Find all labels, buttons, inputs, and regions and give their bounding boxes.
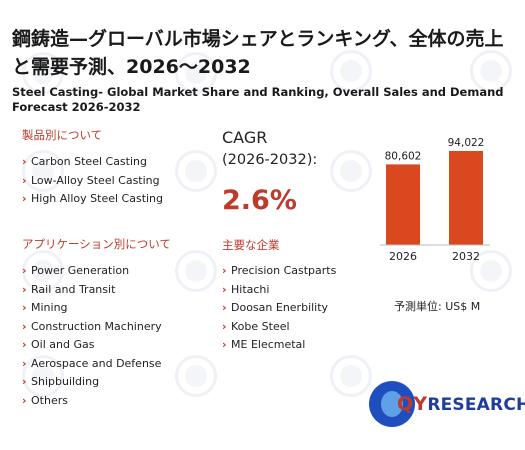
application-list: Power Generation Rail and Transit Mining…: [22, 262, 162, 410]
product-item: Low-Alloy Steel Casting: [22, 172, 163, 191]
cagr-value: 2.6%: [222, 185, 297, 216]
unit-label: 予測単位: US$ M: [394, 300, 481, 313]
category-label: 2032: [452, 250, 480, 263]
watermark-logo: [175, 250, 217, 292]
company-item: Doosan Enerbility: [222, 299, 336, 318]
globe-icon: [369, 381, 415, 427]
company-item: Kobe Steel: [222, 318, 336, 337]
company-item: Hitachi: [222, 281, 336, 300]
cagr-period: (2026-2032):: [222, 152, 318, 168]
application-item: Shipbuilding: [22, 373, 162, 392]
application-item: Oil and Gas: [22, 336, 162, 355]
companies-section-heading: 主要な企業: [222, 238, 280, 252]
application-item: Power Generation: [22, 262, 162, 281]
watermark-logo: [330, 355, 372, 397]
company-item: ME Elecmetal: [222, 336, 336, 355]
product-section-heading: 製品別について: [22, 128, 103, 142]
product-list: Carbon Steel Casting Low-Alloy Steel Cas…: [22, 153, 163, 209]
watermark-logo: [330, 150, 372, 192]
bar-2026: [386, 164, 420, 245]
application-item: Rail and Transit: [22, 281, 162, 300]
application-item: Aerospace and Defense: [22, 355, 162, 374]
bar-2032: [449, 150, 483, 245]
bar-value-label: 80,602: [385, 150, 422, 162]
company-item: Precision Castparts: [222, 262, 336, 281]
logo-prefix: QY: [397, 393, 428, 415]
watermark-logo: [330, 50, 372, 92]
watermark-logo: [470, 250, 512, 292]
watermark-logo: [175, 150, 217, 192]
logo-suffix: RESEARCH: [427, 395, 525, 415]
page-title: 鋼鋳造—グローバル市場シェアとランキング、全体の売上と需要予測、2026～203…: [12, 28, 504, 78]
application-item: Others: [22, 392, 162, 411]
watermark-logo: [175, 52, 217, 94]
logo-text: QYRESEARCH: [397, 393, 525, 415]
qyresearch-logo: QYRESEARCH: [369, 378, 525, 432]
watermark-logo: [22, 52, 64, 94]
application-item: Mining: [22, 299, 162, 318]
category-label: 2026: [389, 250, 417, 263]
application-section-heading: アプリケーション別について: [22, 237, 171, 251]
company-list-block: Precision Castparts Hitachi Doosan Enerb…: [222, 262, 336, 355]
bar-value-label: 94,022: [448, 137, 485, 149]
watermark-logo: [175, 355, 217, 397]
product-item: Carbon Steel Casting: [22, 153, 163, 172]
page-subtitle: Steel Casting- Global Market Share and R…: [12, 85, 504, 114]
application-item: Construction Machinery: [22, 318, 162, 337]
cagr-label: CAGR: [222, 128, 268, 147]
product-item: High Alloy Steel Casting: [22, 190, 163, 209]
watermark-logo: [470, 50, 512, 92]
forecast-bar-chart: 80,602 2026 94,022 2032: [380, 137, 490, 263]
